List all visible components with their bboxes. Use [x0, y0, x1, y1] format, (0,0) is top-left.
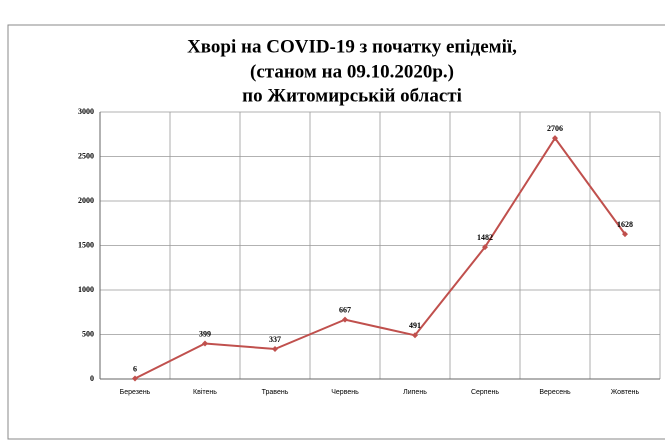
chart-title: (станом на 09.10.2020р.) — [250, 61, 454, 82]
line-series — [134, 136, 626, 380]
x-tick-label: Липень — [403, 389, 427, 396]
x-tick-label: Жовтень — [611, 389, 640, 396]
x-tick-label: Вересень — [539, 389, 571, 396]
data-label: 2706 — [547, 124, 563, 133]
y-tick-label: 1000 — [78, 285, 94, 294]
chart-border — [7, 24, 665, 440]
data-label: 399 — [199, 329, 211, 338]
x-tick-label: Березень — [120, 389, 151, 396]
y-tick-label: 1500 — [78, 240, 94, 249]
x-tick-label: Червень — [331, 389, 359, 396]
chart-title: Хворі на COVID-19 з початку епідемії, — [187, 36, 517, 57]
y-tick-label: 0 — [90, 374, 94, 383]
data-label: 667 — [339, 305, 351, 314]
data-label: 1482 — [477, 233, 493, 242]
point-marker — [272, 346, 278, 353]
x-tick-label: Травень — [262, 389, 289, 396]
point-marker — [202, 340, 208, 347]
point-marker — [132, 375, 138, 382]
point-marker — [412, 332, 418, 339]
chart-title: по Житомирській області — [242, 85, 462, 106]
x-tick-label: Серпень — [471, 389, 499, 396]
data-label: 6 — [133, 364, 137, 373]
point-marker — [342, 316, 348, 323]
x-tick-label: Квітень — [193, 388, 217, 396]
y-tick-label: 2000 — [78, 196, 94, 205]
data-label: 337 — [269, 335, 281, 344]
point-marker — [482, 244, 488, 251]
y-tick-label: 500 — [82, 329, 94, 338]
y-tick-label: 3000 — [78, 107, 94, 116]
y-tick-label: 2500 — [78, 151, 94, 160]
data-label: 491 — [409, 321, 421, 330]
point-marker — [622, 231, 628, 238]
point-marker — [552, 135, 558, 142]
data-label: 1628 — [617, 220, 633, 229]
